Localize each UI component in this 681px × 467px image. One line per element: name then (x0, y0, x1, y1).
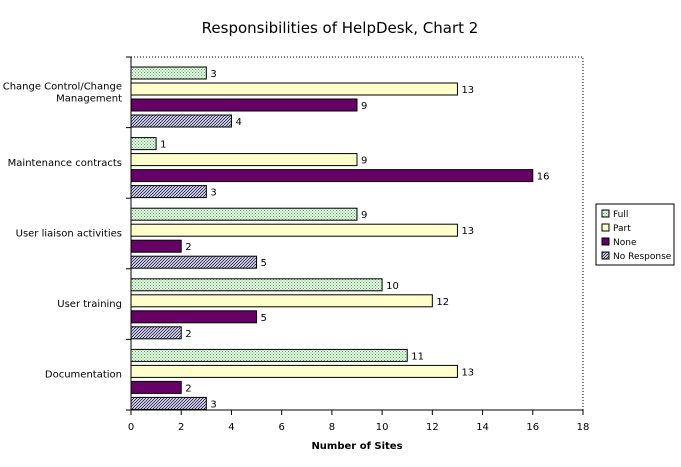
legend-swatch (601, 209, 610, 218)
legend-label: Part (613, 224, 631, 234)
x-tick-label: 16 (526, 422, 539, 433)
bar-full (130, 66, 207, 80)
data-label: 3 (210, 69, 216, 80)
bar-full (130, 207, 358, 221)
x-tick-label: 14 (476, 422, 489, 433)
x-axis-label: Number of Sites (311, 441, 402, 452)
category-label: User training (57, 299, 122, 310)
x-axis-ticks: 0 2 4 6 8 10 12 14 16 18 (128, 410, 590, 433)
bar-full (130, 348, 408, 362)
bar-none (130, 239, 182, 253)
data-label: 1 (160, 140, 166, 151)
bars-group: 3 13 9 4 1 9 16 3 9 13 2 5 10 12 5 2 11 13 2 3 (130, 66, 550, 410)
bar-part (130, 294, 433, 308)
data-label: 13 (461, 226, 474, 237)
data-label: 2 (185, 383, 191, 394)
data-label: 2 (185, 329, 191, 340)
legend: Full Part None No Response (595, 203, 675, 266)
legend-swatch (601, 223, 610, 232)
category-label: Maintenance contracts (8, 158, 122, 169)
data-label: 9 (361, 101, 367, 112)
bar-part (130, 82, 458, 96)
x-tick-label: 10 (376, 422, 389, 433)
x-tick-label: 6 (278, 422, 284, 433)
data-label: 4 (235, 117, 241, 128)
bar-none (130, 98, 358, 112)
x-tick-label: 4 (228, 422, 234, 433)
bar-part (130, 364, 458, 378)
legend-swatch (601, 237, 610, 246)
data-label: 5 (261, 313, 267, 324)
bar-full (130, 137, 157, 151)
legend-label: None (613, 238, 637, 248)
data-label: 11 (411, 351, 424, 362)
bar-none (130, 380, 182, 394)
y-axis-ticks (126, 56, 131, 411)
x-tick-label: 0 (128, 422, 134, 433)
category-label: Management (56, 93, 122, 104)
category-label: Documentation (45, 370, 122, 381)
bar-no-response (130, 185, 207, 199)
legend-label: No Response (613, 252, 672, 262)
legend-swatch (601, 251, 610, 260)
data-label: 3 (210, 188, 216, 199)
bar-part (130, 223, 458, 237)
bar-full (130, 278, 383, 292)
data-label: 12 (436, 297, 449, 308)
data-label: 5 (261, 258, 267, 269)
data-label: 9 (361, 156, 367, 167)
data-label: 9 (361, 210, 367, 221)
plot-border (130, 56, 584, 411)
bar-none (130, 310, 258, 324)
data-label: 3 (210, 399, 216, 410)
x-tick-label: 2 (178, 422, 184, 433)
data-label: 10 (386, 281, 399, 292)
bar-part (130, 153, 358, 167)
data-label: 13 (461, 367, 474, 378)
bar-no-response (130, 114, 232, 128)
bar-no-response (130, 255, 258, 269)
data-label: 2 (185, 242, 191, 253)
data-label: 13 (461, 85, 474, 96)
bar-no-response (130, 326, 182, 340)
bar-no-response (130, 396, 207, 410)
bar-none (130, 169, 534, 183)
category-label: Change Control/Change (3, 81, 122, 92)
x-tick-label: 8 (329, 422, 335, 433)
x-tick-label: 18 (577, 422, 590, 433)
legend-label: Full (613, 210, 628, 220)
category-label: User liaison activities (16, 229, 122, 240)
x-tick-label: 12 (426, 422, 439, 433)
data-label: 16 (537, 172, 550, 183)
chart-title: Responsibilities of HelpDesk, Chart 2 (202, 19, 479, 37)
